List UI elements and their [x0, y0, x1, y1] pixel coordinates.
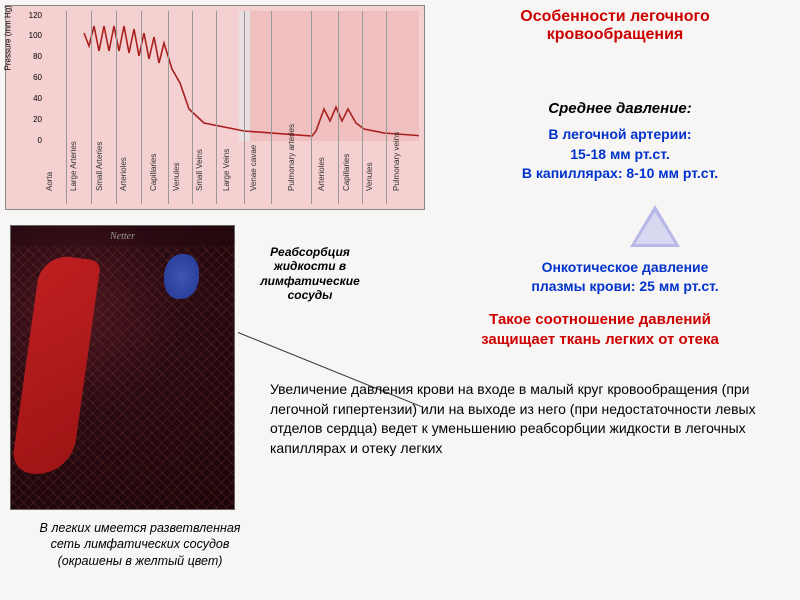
chart-divider	[271, 11, 272, 204]
reabsorb-line: Реабсорбция	[235, 245, 385, 259]
y-tick: 0	[24, 136, 42, 145]
chart-divider	[168, 11, 169, 204]
bottom-description: Увеличение давления крови на входе в мал…	[270, 380, 790, 458]
y-tick: 120	[24, 11, 42, 20]
vessel-label: Arterioles	[317, 157, 326, 191]
vessel-label: Large Arteries	[69, 141, 78, 191]
reabsorb-line: жидкости в	[235, 259, 385, 273]
chart-divider	[192, 11, 193, 204]
chart-divider	[362, 11, 363, 204]
artist-signature: Netter	[11, 231, 234, 242]
pressure-chart: Pressure (mm Hg) 0 20 40 60 80 100 120 A…	[5, 5, 425, 210]
vessel-label: Pulmonary arteries	[287, 124, 296, 191]
y-tick: 60	[24, 73, 42, 82]
y-tick: 40	[24, 94, 42, 103]
vessel-label: Capillaries	[342, 154, 351, 191]
mean-pressure-block: Среднее давление: В легочной артерии: 15…	[450, 100, 790, 184]
vessel-label: Large Veins	[222, 149, 231, 191]
vessel-label: Aorta	[45, 172, 54, 191]
vessel-label: Small Veins	[195, 149, 204, 191]
mp-artery: В легочной артерии:	[450, 125, 790, 145]
oncotic-pressure: Онкотическое давление плазмы крови: 25 м…	[460, 258, 790, 296]
caption-line: (окрашены в желтый цвет)	[10, 553, 270, 569]
chart-divider	[338, 11, 339, 204]
title-line: кровообращения	[440, 26, 790, 44]
oncotic-line: Онкотическое давление	[460, 258, 790, 277]
chart-divider	[386, 11, 387, 204]
chart-divider	[216, 11, 217, 204]
vessel-label: Pulmonary veins	[392, 132, 401, 191]
caption-line: В легких имеется разветвленная	[10, 520, 270, 536]
chart-divider	[66, 11, 67, 204]
mp-capillary: В капиллярах: 8-10 мм рт.ст.	[450, 164, 790, 184]
vessel-label: Venules	[172, 163, 181, 191]
reabsorb-line: сосуды	[235, 288, 385, 302]
vessel-label: Small Arteries	[95, 142, 104, 191]
reabsorb-line: лимфатические	[235, 274, 385, 288]
vein-illustration	[164, 254, 199, 299]
chart-divider	[141, 11, 142, 204]
y-tick: 20	[24, 115, 42, 124]
vessel-label: Venae cavae	[249, 145, 258, 191]
vessel-label: Capillaries	[149, 154, 158, 191]
protection-text: Такое соотношение давлений защищает ткан…	[410, 310, 790, 349]
y-tick: 80	[24, 52, 42, 61]
vessel-label: Venules	[365, 163, 374, 191]
tissue-caption: В легких имеется разветвленная сеть лимф…	[10, 520, 270, 569]
lung-tissue-image: Netter	[10, 225, 235, 510]
chart-divider	[311, 11, 312, 204]
protect-line: защищает ткань легких от отека	[410, 330, 790, 350]
triangle-icon-inner	[635, 212, 675, 244]
y-axis-label: Pressure (mm Hg)	[4, 5, 13, 70]
caption-line: сеть лимфатических сосудов	[10, 536, 270, 552]
chart-divider	[116, 11, 117, 204]
chart-divider	[244, 11, 245, 204]
mp-artery-val: 15-18 мм рт.ст.	[450, 145, 790, 165]
chart-divider	[91, 11, 92, 204]
protect-line: Такое соотношение давлений	[410, 310, 790, 330]
reabsorption-label: Реабсорбция жидкости в лимфатические сос…	[235, 245, 385, 303]
mp-heading: Среднее давление:	[450, 100, 790, 117]
main-title: Особенности легочного кровообращения	[440, 8, 790, 44]
title-line: Особенности легочного	[440, 8, 790, 26]
vessel-label: Arterioles	[119, 157, 128, 191]
y-tick: 100	[24, 31, 42, 40]
oncotic-line: плазмы крови: 25 мм рт.ст.	[460, 277, 790, 296]
